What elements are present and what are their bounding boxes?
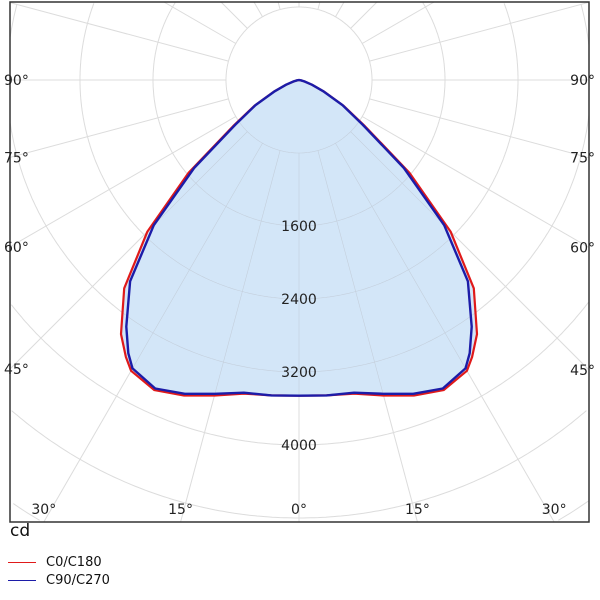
radial-tick-label: 2400 [281, 292, 317, 308]
radial-grid-line [361, 2, 435, 44]
angle-label: 15° [405, 502, 430, 518]
radial-grid-line [10, 116, 237, 248]
radial-grid-line [361, 116, 589, 248]
radial-grid-line [369, 2, 589, 62]
radial-grid-line [10, 2, 229, 62]
angle-label: 75° [570, 151, 595, 167]
legend-swatch-red [8, 561, 36, 563]
radial-grid-line [335, 2, 345, 18]
angle-label: 30° [31, 502, 56, 518]
radial-grid-line [180, 150, 281, 396]
legend-label: C90/C270 [46, 572, 110, 588]
ring-grid-line [121, 80, 477, 300]
legend-label: C0/C180 [46, 554, 102, 570]
angle-label: 90° [4, 73, 29, 89]
angle-label: 60° [4, 240, 29, 256]
center-area [227, 80, 371, 152]
legend-item-c90-c270: C90/C270 [8, 571, 110, 589]
ring-grid-line [10, 4, 589, 373]
ring-grid-line [225, 6, 373, 154]
plot-frame [9, 1, 590, 523]
radial-grid-line [317, 2, 321, 10]
angle-label: 60° [570, 240, 595, 256]
ring-grid-line [11, 301, 589, 446]
radial-grid-line [220, 2, 248, 29]
legend: C0/C180 C90/C270 [8, 553, 110, 589]
radial-grid-line [350, 2, 378, 29]
unit-label: cd [10, 521, 31, 541]
legend-swatch-blue [8, 579, 36, 581]
angle-label: 75° [4, 150, 29, 166]
ring-grid-line [13, 500, 589, 521]
angle-label: 30° [542, 502, 567, 518]
radial-grid-line [369, 98, 589, 159]
series-c90-c270-curve [125, 78, 473, 397]
radial-grid-line [253, 2, 263, 18]
radial-tick-label: 3200 [281, 365, 317, 381]
angle-label: 0° [291, 502, 307, 518]
angle-label: 45° [4, 362, 29, 378]
radial-grid-line [277, 2, 281, 10]
radial-tick-label: 1600 [281, 219, 317, 235]
radial-tick-label: 4000 [281, 438, 317, 454]
angle-label: 45° [570, 363, 595, 379]
angle-label: 15° [168, 502, 193, 518]
radial-grid-line [317, 150, 418, 396]
radial-grid-line [163, 2, 237, 44]
legend-item-c0-c180: C0/C180 [8, 553, 110, 571]
angle-label: 90° [570, 73, 595, 89]
radial-grid-line [10, 98, 229, 158]
ring-grid-line [11, 410, 587, 519]
